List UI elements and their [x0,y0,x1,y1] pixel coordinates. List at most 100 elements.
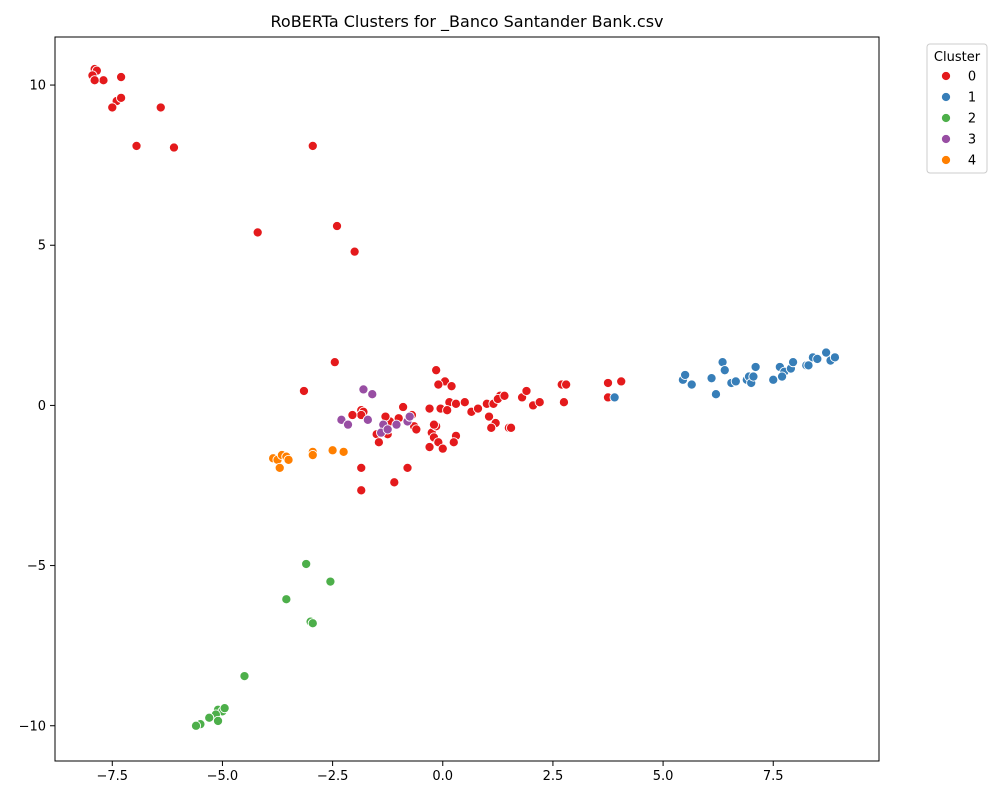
x-tick-label: 7.5 [763,769,784,784]
cluster-0-point [602,377,614,389]
cluster-1-point [777,371,788,382]
legend-marker-4 [940,154,952,166]
cluster-0-point [349,246,360,257]
cluster-2-point [190,720,202,731]
cluster-0-point [616,376,627,387]
cluster-1-point [686,379,697,390]
cluster-2-point [325,576,336,587]
cluster-0-point [442,405,453,416]
cluster-1-point [609,392,620,403]
cluster-0-point [450,398,462,409]
cluster-0-point [486,422,497,433]
legend-title: Cluster [934,50,981,65]
cluster-2-point [281,594,292,605]
cluster-3-point [358,384,369,395]
plot-area [54,36,880,762]
cluster-2-point [301,558,312,570]
legend-marker-2 [940,112,952,124]
legend-label-1: 1 [968,91,976,106]
cluster-0-point [98,75,109,86]
cluster-1-point [788,357,799,368]
cluster-0-point [155,102,166,113]
x-tick-label: −5.0 [207,769,239,784]
cluster-0-point [347,409,358,421]
cluster-2-point [239,671,250,682]
x-tick-label: 0.0 [432,769,453,784]
cluster-1-point [768,374,779,385]
scatter-points [87,63,840,731]
cluster-0-point [424,403,435,414]
cluster-0-point [424,442,435,453]
cluster-0-point [356,462,367,473]
cluster-1-point [821,347,832,358]
cluster-0-point [107,102,118,113]
cluster-0-point [534,397,545,408]
cluster-0-point [506,422,517,433]
cluster-2-point [212,715,224,727]
chart-title: RoBERTa Clusters for _Banco Santander Ba… [271,12,664,32]
y-tick-label: −10 [19,719,46,734]
cluster-0-point [561,379,572,390]
cluster-4-point [327,445,338,456]
cluster-0-point [558,397,569,408]
cluster-0-point [499,390,510,401]
y-tick-label: 5 [38,239,46,254]
cluster-0-point [402,462,413,473]
cluster-0-point [116,71,127,83]
cluster-0-point [356,485,367,496]
cluster-0-point [448,437,459,448]
y-axis: −10 −5 0 5 10 [19,79,55,734]
cluster-0-point [483,411,495,422]
cluster-0-point [331,220,343,232]
cluster-2-point [204,712,215,723]
legend-marker-0 [940,70,952,82]
y-tick-label: 0 [38,399,46,414]
cluster-4-point [307,450,318,461]
cluster-1-point [748,371,759,382]
cluster-0-point [459,397,470,408]
cluster-4-point [274,462,285,473]
cluster-0-point [446,381,457,392]
cluster-1-point [680,369,691,381]
cluster-1-point [730,376,741,387]
cluster-0-point [428,419,440,430]
cluster-0-point [398,401,409,413]
x-tick-label: 2.5 [543,769,564,784]
cluster-0-point [307,140,318,151]
cluster-0-point [329,357,340,368]
legend-label-0: 0 [968,70,976,85]
cluster-1-point [719,365,730,376]
cluster-1-point [812,353,823,365]
x-tick-label: 5.0 [653,769,674,784]
cluster-0-point [131,140,142,151]
legend-marker-1 [940,91,952,103]
legend-label-2: 2 [968,112,976,127]
cluster-0-point [411,424,422,435]
cluster-1-point [829,352,840,363]
cluster-3-point [404,411,415,422]
cluster-0-point [252,227,263,238]
cluster-4-point [283,454,294,465]
cluster-0-point [116,92,127,103]
cluster-0-point [389,477,400,488]
x-tick-label: −7.5 [96,769,128,784]
cluster-0-point [521,385,532,397]
cluster-0-point [373,437,384,448]
y-tick-label: −5 [27,559,46,574]
cluster-0-point [298,385,310,397]
x-axis: −7.5 −5.0 −2.5 0.0 2.5 5.0 7.5 [96,761,784,784]
cluster-4-point [338,446,349,457]
cluster-0-point [89,75,100,86]
legend-marker-3 [940,133,952,145]
cluster-1-point [706,373,717,384]
cluster-2-point [219,703,230,714]
legend: Cluster 0 1 2 3 4 [926,43,988,174]
cluster-1-point [750,361,761,373]
cluster-3-point [342,419,354,430]
cluster-2-point [307,618,318,629]
cluster-1-point [710,389,722,400]
cluster-0-point [433,379,444,390]
legend-label-3: 3 [968,133,976,148]
cluster-3-point [382,424,393,435]
